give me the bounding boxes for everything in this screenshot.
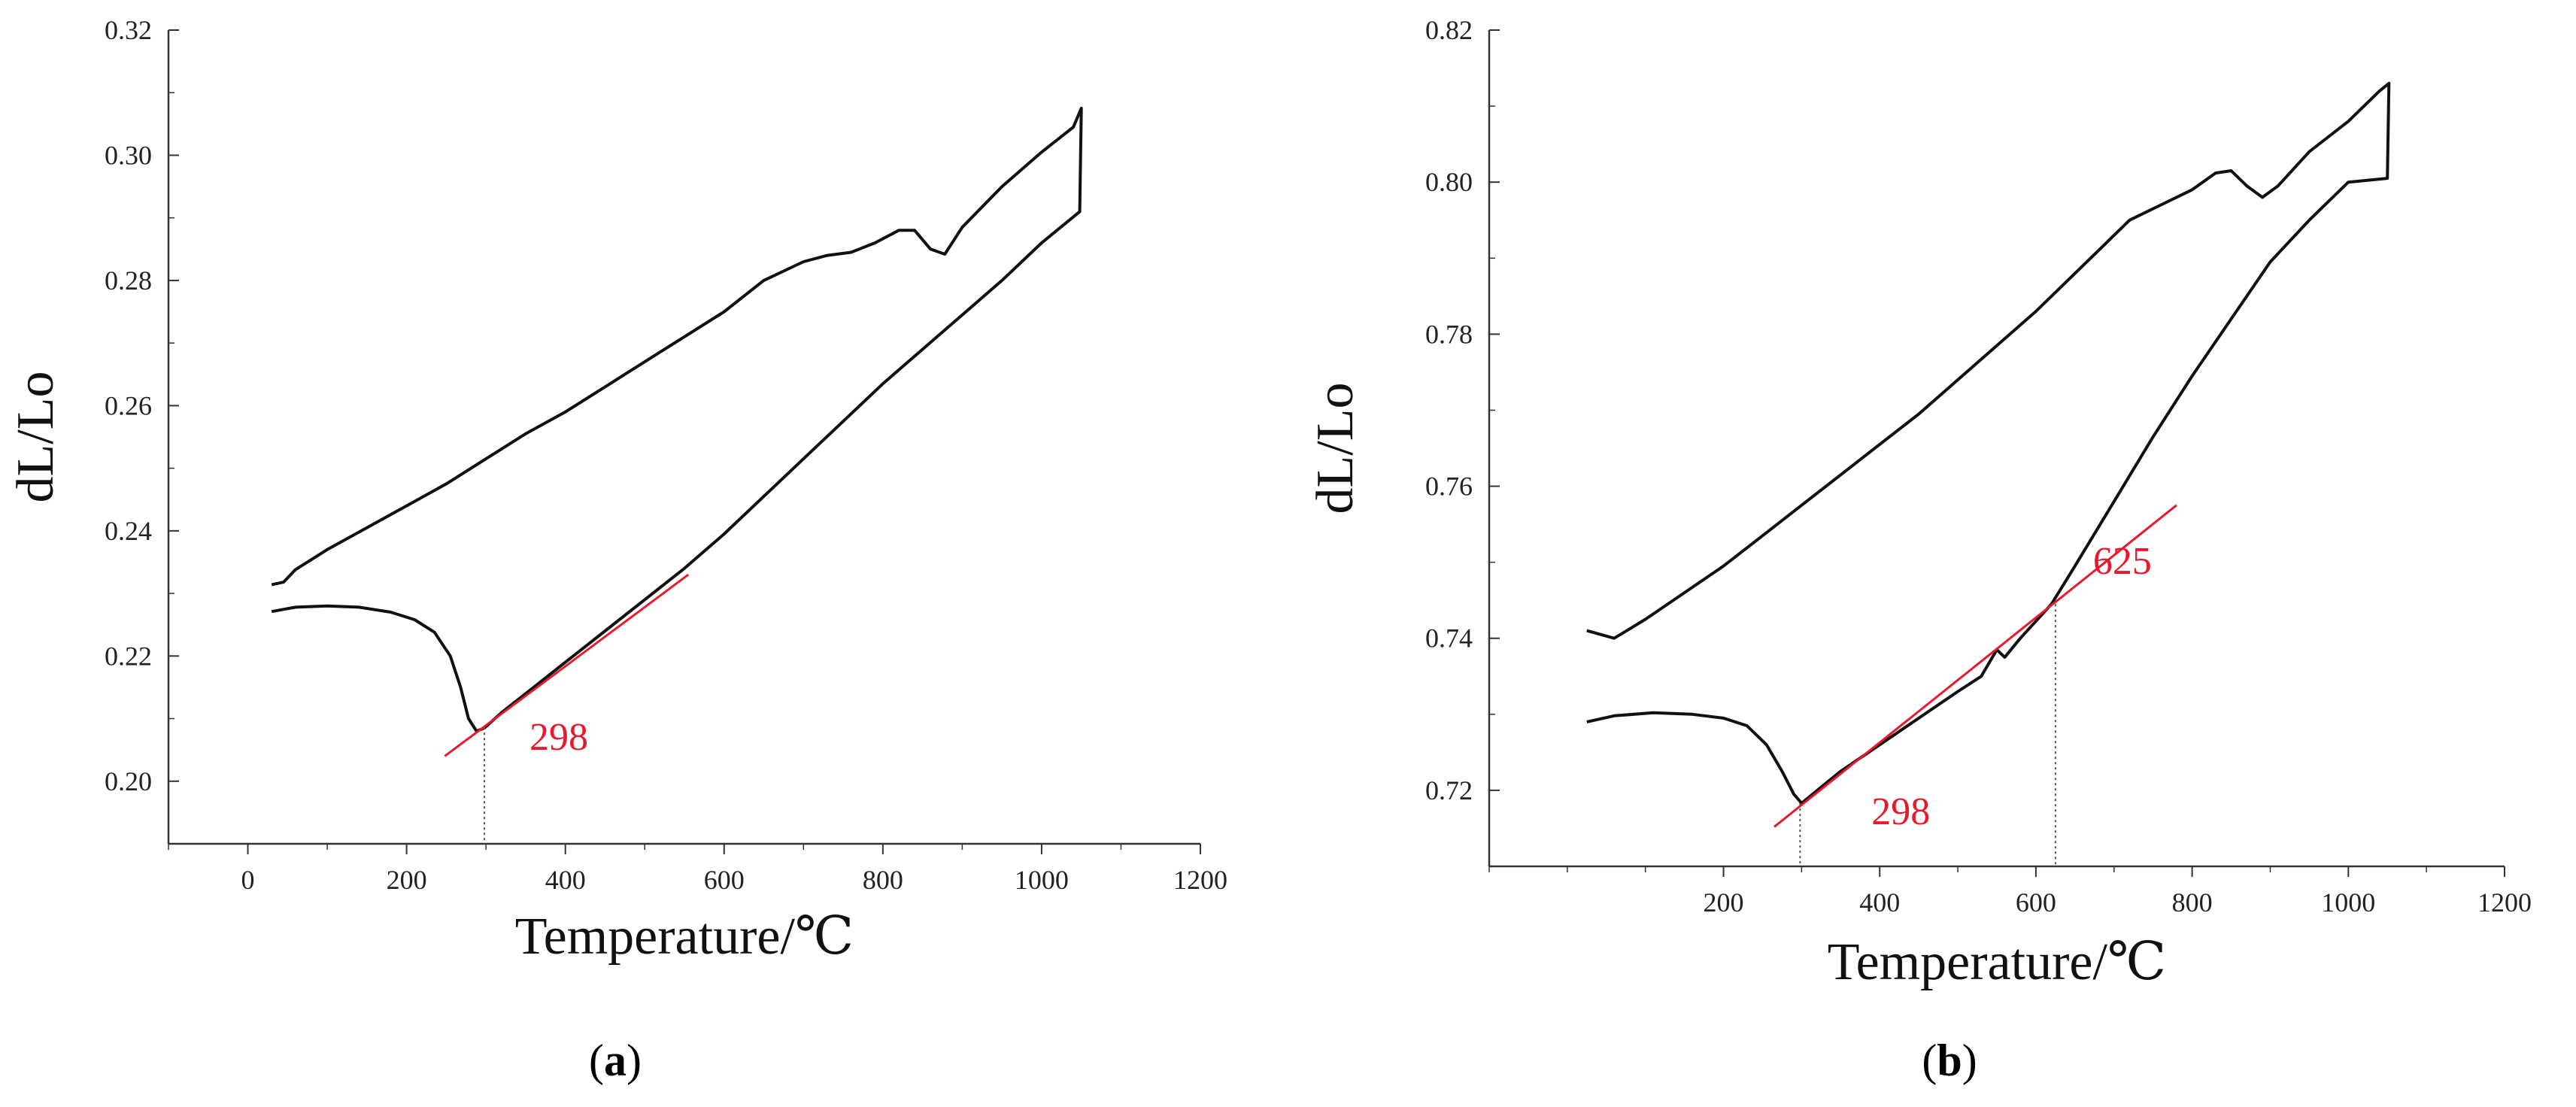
p0-y-tick-label: 0.32 xyxy=(105,15,152,45)
p1-y-tick-label: 0.72 xyxy=(1425,775,1473,805)
p0-x-tick-label: 1200 xyxy=(1173,865,1227,895)
p1-x-tick-label: 800 xyxy=(2172,887,2213,917)
p0-y-tick-label: 0.28 xyxy=(105,265,152,296)
p0-y-tick-label: 0.30 xyxy=(105,140,152,170)
p1-y-tick-label: 0.78 xyxy=(1425,319,1473,349)
p1-y-tick-label: 0.80 xyxy=(1425,167,1473,197)
p0-y-tick-label: 0.22 xyxy=(105,641,152,671)
panel-a-label: (a) xyxy=(589,1036,642,1085)
panel-a-chart: 0.20 0.22 0.24 0.26 0.28 0.30 0.32 0 200 400 600 80… xyxy=(7,15,1227,966)
p0-x-tick-label: 1000 xyxy=(1015,865,1069,895)
p0-x-tick-label: 0 xyxy=(241,865,255,895)
p1-series-line xyxy=(1586,81,2391,805)
p1-annotation-label: 625 xyxy=(2093,540,2152,583)
p1-x-tick-label: 400 xyxy=(1859,887,1900,917)
p0-x-tick-label: 400 xyxy=(545,865,586,895)
p0-x-axis-title: Temperature/℃ xyxy=(515,908,854,966)
p1-x-axis-title: Temperature/℃ xyxy=(1828,933,2166,991)
p0-y-axis-title: dL/Lo xyxy=(7,372,65,503)
p0-y-tick-label: 0.20 xyxy=(105,766,152,796)
p1-y-tick-label: 0.82 xyxy=(1425,15,1473,45)
p0-tangent-line xyxy=(444,573,690,757)
p1-x-tick-label: 1000 xyxy=(2321,887,2375,917)
p0-x-tick-label: 800 xyxy=(863,865,903,895)
panel-b-chart: 0.72 0.74 0.76 0.78 0.80 0.82 200 400 600 800 1000… xyxy=(1306,15,2532,991)
p0-x-tick-label: 600 xyxy=(704,865,745,895)
p0-series-line xyxy=(271,107,1083,733)
p1-tangent-line xyxy=(1773,504,2177,828)
p0-y-tick-label: 0.24 xyxy=(105,516,152,546)
p1-x-tick-label: 600 xyxy=(2016,887,2056,917)
p0-annotation-label: 298 xyxy=(529,716,588,759)
panel-b-letter: b xyxy=(1937,1036,1962,1085)
p0-y-tick-label: 0.26 xyxy=(105,390,152,420)
panel-a-letter: a xyxy=(604,1036,627,1085)
p1-annotation-label: 298 xyxy=(1871,790,1930,833)
p1-y-axis-title: dL/Lo xyxy=(1306,383,1364,514)
p0-x-tick-label: 200 xyxy=(387,865,427,895)
p1-y-tick-label: 0.76 xyxy=(1425,472,1473,502)
panel-b-label: (b) xyxy=(1922,1036,1977,1085)
p1-x-tick-label: 200 xyxy=(1704,887,1744,917)
p1-y-tick-label: 0.74 xyxy=(1425,623,1473,654)
p1-x-tick-label: 1200 xyxy=(2477,887,2532,917)
